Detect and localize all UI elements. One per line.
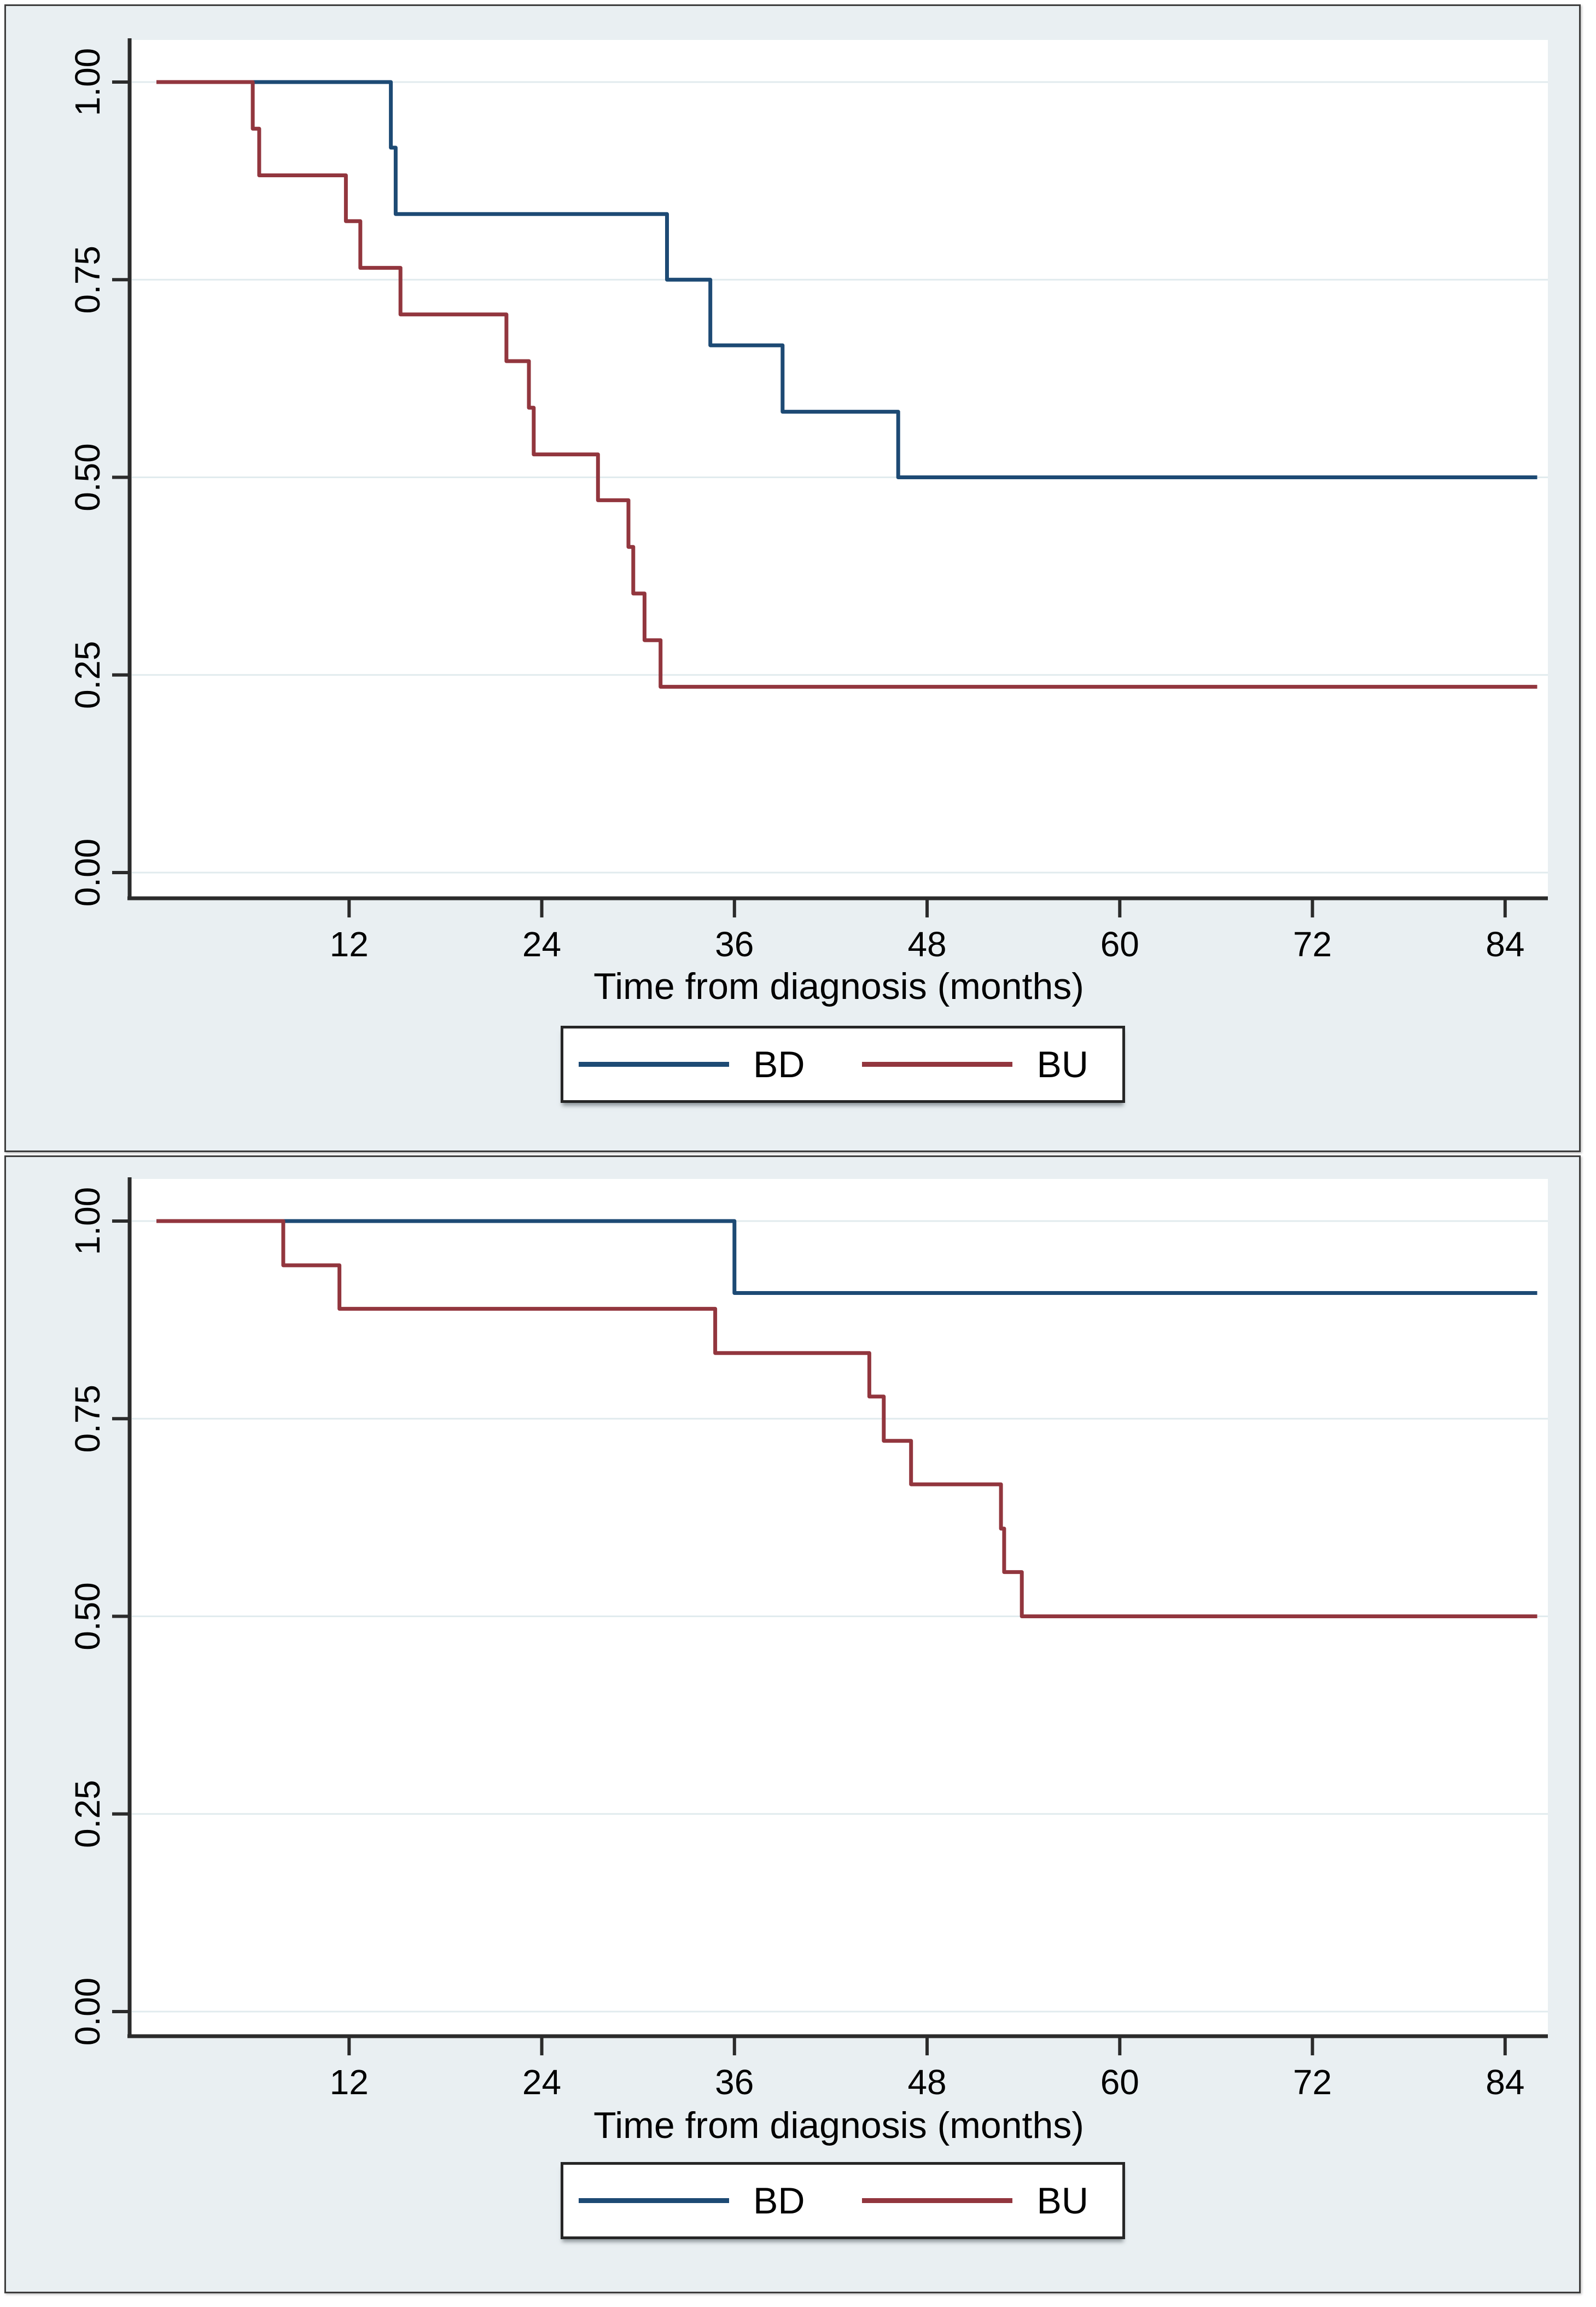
legend-bottom: BD BU [561, 2162, 1125, 2239]
legend-top: BD BU [561, 1026, 1125, 1103]
km-figure-bottom: Time from diagnosis (months) BD BU [4, 1155, 1581, 2293]
legend-label-bu: BU [1036, 2180, 1088, 2222]
legend-label-bu: BU [1036, 1043, 1088, 1085]
x-axis-title-bottom: Time from diagnosis (months) [593, 2105, 1084, 2146]
legend-label-bd: BD [753, 2180, 805, 2222]
bu-line-sample [862, 1062, 1013, 1067]
bd-line-sample [579, 1062, 729, 1067]
bu-line-sample [862, 2198, 1013, 2203]
legend-label-bd: BD [753, 1043, 805, 1085]
x-axis-title-top: Time from diagnosis (months) [593, 966, 1084, 1007]
km-figure-top: Time from diagnosis (months) BD BU [4, 4, 1581, 1152]
bd-line-sample [579, 2198, 729, 2203]
